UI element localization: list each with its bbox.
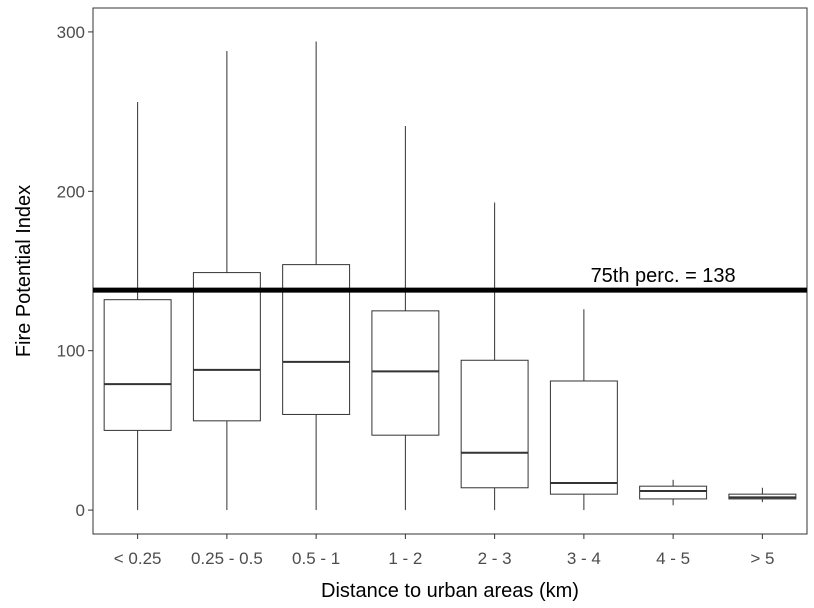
x-tick-label: 4 - 5: [656, 549, 690, 568]
box-item: [371, 125, 440, 511]
x-tick-label: 3 - 4: [567, 549, 601, 568]
box-body: [639, 485, 708, 500]
box-item: [192, 51, 261, 511]
box-body: [460, 359, 529, 489]
x-axis: < 0.25 0.25 - 0.5 0.5 - 1 1 - 2 2 - 3 3 - 4 4 …: [114, 534, 774, 568]
x-tick-label: > 5: [750, 549, 774, 568]
box-body: [192, 272, 261, 422]
box-item: [103, 102, 172, 511]
box-item: [549, 309, 618, 511]
panel-border: [92, 7, 808, 535]
y-tick-label: 0: [76, 501, 85, 520]
x-axis-title: Distance to urban areas (km): [321, 580, 579, 602]
box-body: [282, 264, 351, 415]
x-tick-label: 0.5 - 1: [292, 549, 340, 568]
y-tick-label: 100: [57, 342, 85, 361]
box-item: [460, 202, 529, 511]
reference-line-label: 75th perc. = 138: [591, 265, 736, 287]
box-body: [371, 310, 440, 436]
x-tick-label: < 0.25: [114, 549, 162, 568]
x-tick-label: 0.25 - 0.5: [191, 549, 263, 568]
y-tick-label: 200: [57, 182, 85, 201]
box-item: [728, 487, 797, 503]
y-axis: 0 100 200 300: [57, 23, 93, 520]
box-series: [103, 41, 797, 511]
box-item: [639, 479, 708, 506]
box-body: [549, 380, 618, 495]
y-axis-title: Fire Potential Index: [13, 185, 35, 357]
box-body: [103, 299, 172, 431]
x-tick-label: 1 - 2: [388, 549, 422, 568]
y-tick-label: 300: [57, 23, 85, 42]
x-tick-label: 2 - 3: [478, 549, 512, 568]
